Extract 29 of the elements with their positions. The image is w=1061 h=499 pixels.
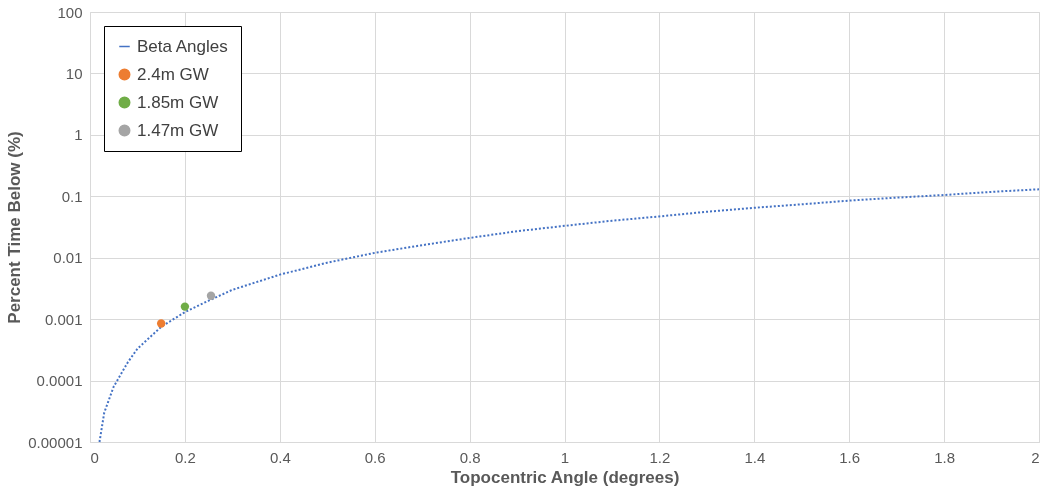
x-tick-label: 1.2 xyxy=(649,448,671,466)
x-tick-label: 2 xyxy=(1031,448,1040,466)
point xyxy=(180,302,190,311)
y-tick-label: 0.0001 xyxy=(36,372,83,390)
y-axis-title: Percent Time Below (%) xyxy=(5,131,25,324)
x-tick-label: 1 xyxy=(560,448,570,466)
y-tick-label: 0.1 xyxy=(61,187,83,205)
legend-label: 1.85m GW xyxy=(137,92,219,112)
y-tick-label: 100 xyxy=(57,3,83,21)
y-tick-label: 10 xyxy=(65,64,83,82)
x-tick-label: 1.4 xyxy=(744,448,766,466)
legend-label: 2.4m GW xyxy=(137,64,209,84)
point xyxy=(206,291,216,300)
point xyxy=(156,319,166,328)
x-tick-label: 0.6 xyxy=(364,448,386,466)
y-tick-label: 1 xyxy=(74,126,83,144)
x-tick-label: 0.4 xyxy=(269,448,291,466)
y-tick-label: 0.00001 xyxy=(28,433,83,451)
x-tick-label: 0 xyxy=(90,448,99,466)
legend-label: 1.47m GW xyxy=(137,120,219,140)
legend-label: Beta Angles xyxy=(137,36,228,56)
line-series xyxy=(98,188,1040,443)
x-tick-label: 1.8 xyxy=(934,448,956,466)
x-tick-label: 0.2 xyxy=(174,448,196,466)
x-tick-label: 1.6 xyxy=(839,448,861,466)
y-tick-label: 0.01 xyxy=(53,249,83,267)
y-tick-label: 0.001 xyxy=(44,310,83,328)
x-tick-label: 0.8 xyxy=(459,448,481,466)
x-axis-title: Topocentric Angle (degrees) xyxy=(450,467,680,487)
